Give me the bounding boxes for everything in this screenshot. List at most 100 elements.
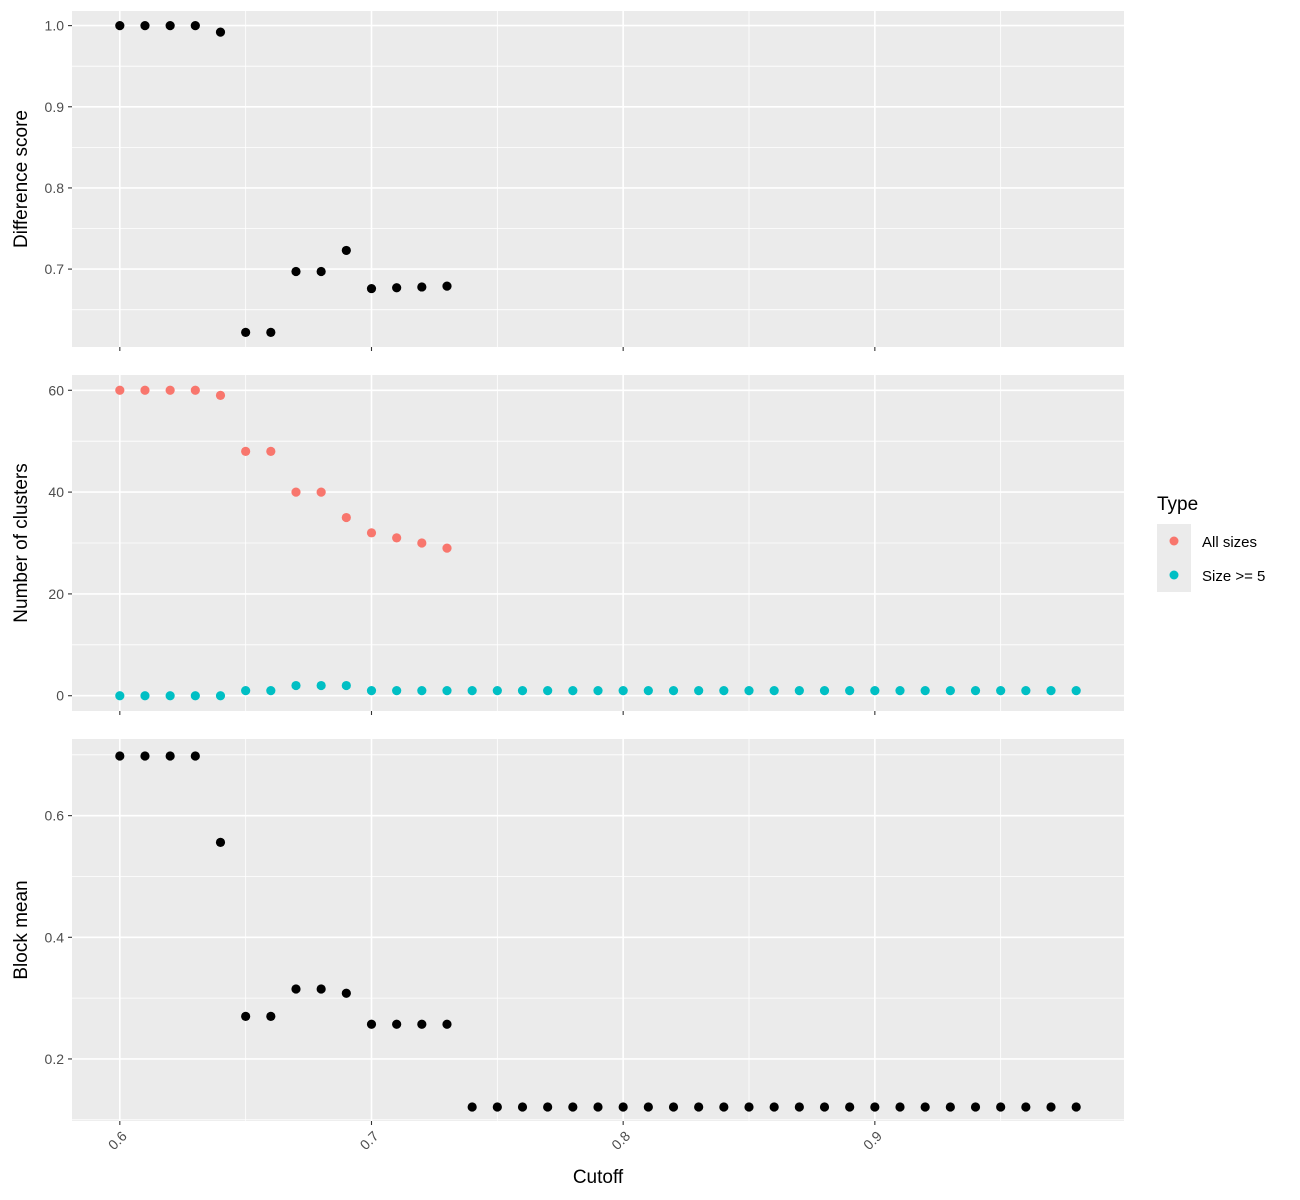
series-1	[115, 385, 452, 553]
data-point	[467, 686, 477, 696]
data-point	[618, 686, 628, 696]
data-point	[316, 984, 326, 994]
data-point	[769, 686, 779, 696]
data-point	[744, 1102, 754, 1112]
data-point	[643, 1102, 653, 1112]
x-axis: 0.6 0.7 0.8 0.9	[105, 1128, 885, 1153]
data-point	[316, 680, 326, 691]
data-point	[442, 543, 452, 553]
data-point	[1021, 1102, 1031, 1112]
data-point	[392, 686, 402, 696]
data-point	[341, 988, 351, 998]
data-point	[215, 27, 226, 37]
data-point	[895, 1102, 905, 1112]
data-point	[215, 837, 226, 848]
y-tick-label: 1.0	[45, 18, 65, 34]
series-1	[115, 751, 1081, 1112]
data-point	[366, 1019, 377, 1029]
data-point	[618, 1102, 628, 1112]
data-point	[266, 1011, 276, 1021]
data-point	[341, 245, 351, 256]
data-point	[241, 686, 251, 696]
data-point	[316, 266, 326, 277]
data-point	[895, 686, 905, 696]
data-point	[190, 751, 200, 761]
data-point	[215, 691, 226, 701]
data-point	[492, 686, 502, 696]
data-point	[392, 533, 402, 543]
data-point	[366, 686, 377, 696]
data-point	[291, 984, 301, 994]
data-point	[442, 1019, 452, 1029]
data-point	[442, 686, 452, 696]
legend-label-size-5: Size >= 5	[1202, 568, 1265, 585]
y-axis-title: Block mean	[11, 880, 32, 979]
data-point	[417, 1019, 427, 1029]
data-point	[291, 680, 301, 691]
data-point	[115, 385, 125, 395]
data-point	[115, 751, 125, 761]
data-point	[165, 691, 175, 701]
data-point	[744, 686, 754, 696]
y-tick-label: 20	[48, 586, 64, 602]
data-point	[1046, 1102, 1056, 1112]
data-point	[115, 691, 125, 701]
data-point	[920, 686, 930, 696]
y-tick-label: 60	[48, 382, 64, 398]
data-point	[920, 1102, 930, 1112]
data-point	[366, 528, 377, 538]
x-tick-label: 0.6	[105, 1128, 130, 1153]
data-point	[1071, 1102, 1081, 1112]
data-point	[140, 751, 150, 761]
x-tick-label: 0.7	[357, 1128, 382, 1153]
data-point	[190, 385, 200, 395]
data-point	[392, 283, 402, 293]
data-point	[341, 680, 351, 691]
series-2	[115, 680, 1081, 701]
data-point	[1021, 686, 1031, 696]
data-point	[819, 1102, 830, 1112]
data-point	[719, 686, 729, 696]
panel-2: 0 20 40 60 Number of clusters	[11, 375, 1124, 715]
panel-3: 0.2 0.4 0.6 Block mean	[11, 739, 1124, 1125]
y-tick-label: 40	[48, 484, 64, 500]
data-point	[291, 266, 301, 277]
x-tick-label: 0.8	[608, 1128, 633, 1153]
y-tick-label: 0.6	[45, 808, 65, 824]
data-point	[266, 446, 276, 456]
data-point	[115, 21, 125, 31]
data-point	[165, 385, 175, 395]
legend-key-size-5	[1169, 570, 1179, 580]
data-point	[241, 446, 251, 456]
data-point	[568, 686, 578, 696]
data-point	[769, 1102, 779, 1112]
data-point	[417, 538, 427, 548]
data-point	[316, 487, 326, 497]
data-point	[341, 512, 351, 523]
data-point	[593, 686, 603, 696]
panels: 0.7 0.8 0.9 1.0 Difference score 0 20 40 60 Numbe…	[11, 11, 1124, 1125]
data-point	[845, 1102, 855, 1112]
y-tick-label: 0.7	[45, 261, 65, 277]
data-point	[719, 1102, 729, 1112]
data-point	[543, 686, 553, 696]
data-point	[417, 282, 427, 292]
data-point	[1046, 686, 1056, 696]
legend: Type All sizes Size >= 5	[1157, 494, 1265, 592]
data-point	[945, 686, 955, 696]
panel-1: 0.7 0.8 0.9 1.0 Difference score	[11, 11, 1124, 351]
data-point	[517, 686, 528, 696]
x-tick-label: 0.9	[860, 1128, 885, 1153]
x-axis-title: Cutoff	[573, 1167, 624, 1188]
y-axis-title: Difference score	[11, 110, 32, 248]
data-point	[970, 686, 981, 696]
data-point	[970, 1102, 981, 1112]
data-point	[517, 1102, 528, 1112]
data-point	[643, 686, 653, 696]
data-point	[266, 686, 276, 696]
data-point	[996, 1102, 1006, 1112]
data-point	[492, 1102, 502, 1112]
data-point	[996, 686, 1006, 696]
data-point	[165, 21, 175, 31]
